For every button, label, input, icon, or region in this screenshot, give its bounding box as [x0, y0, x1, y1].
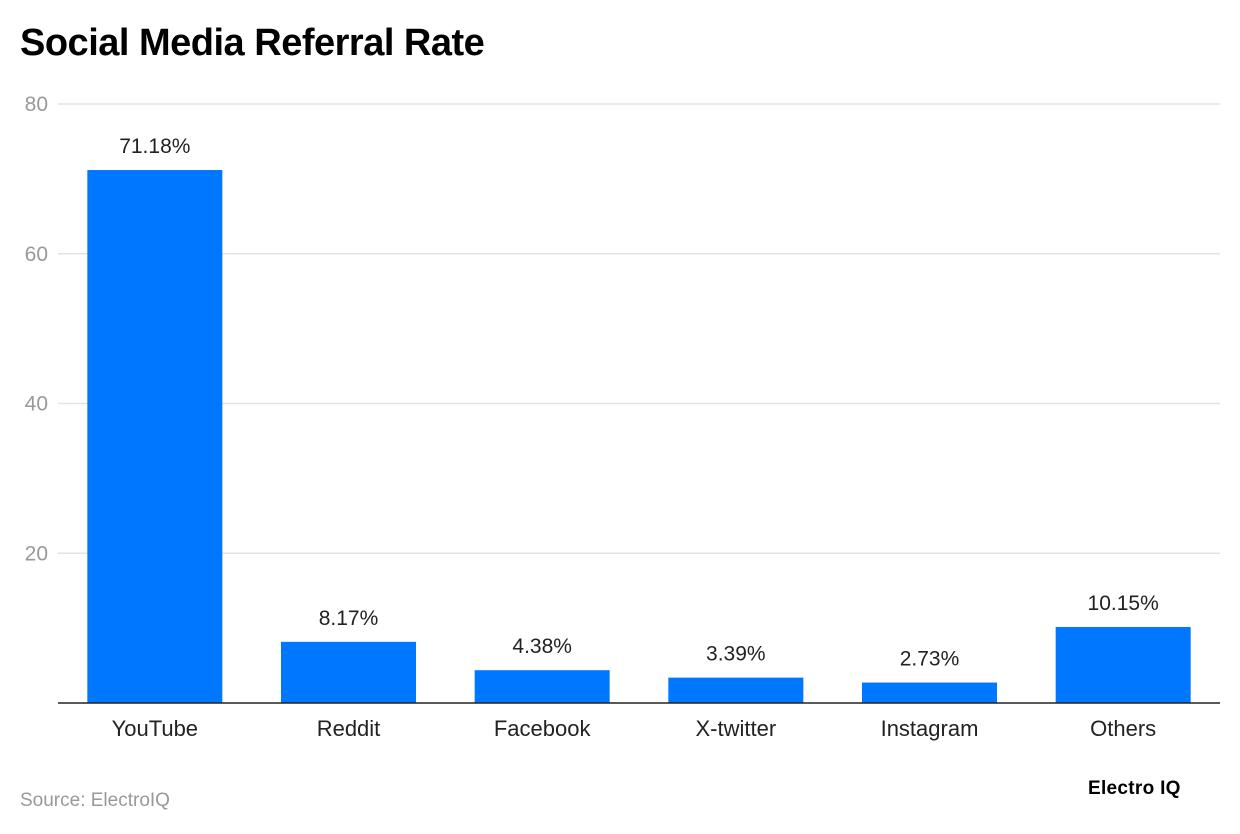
- data-label: 4.38%: [512, 635, 572, 658]
- y-tick-label: 40: [25, 393, 48, 416]
- y-tick-label: 60: [25, 243, 48, 266]
- bar: [87, 170, 223, 704]
- bar: [668, 677, 804, 703]
- x-tick-label: Reddit: [317, 716, 381, 741]
- bar: [281, 641, 416, 703]
- bar: [1055, 627, 1191, 703]
- x-tick-label: Instagram: [881, 716, 979, 741]
- source-note: Source: ElectroIQ: [20, 790, 170, 811]
- data-label: 71.18%: [119, 135, 190, 158]
- y-tick-label: 80: [25, 93, 48, 116]
- x-tick-label: X-twitter: [695, 716, 776, 741]
- data-label: 2.73%: [900, 648, 960, 671]
- data-label: 3.39%: [706, 643, 766, 666]
- chart-title: Social Media Referral Rate: [20, 22, 485, 64]
- data-label: 10.15%: [1088, 592, 1159, 615]
- x-tick-label: Facebook: [494, 716, 592, 741]
- x-tick-label: YouTube: [112, 716, 198, 741]
- bar: [474, 670, 610, 703]
- y-tick-label: 20: [25, 542, 48, 565]
- x-tick-label: Others: [1090, 716, 1156, 741]
- data-label: 8.17%: [319, 607, 379, 630]
- bar: [862, 682, 997, 703]
- electroiq-logo: Electro IQ: [1088, 778, 1181, 799]
